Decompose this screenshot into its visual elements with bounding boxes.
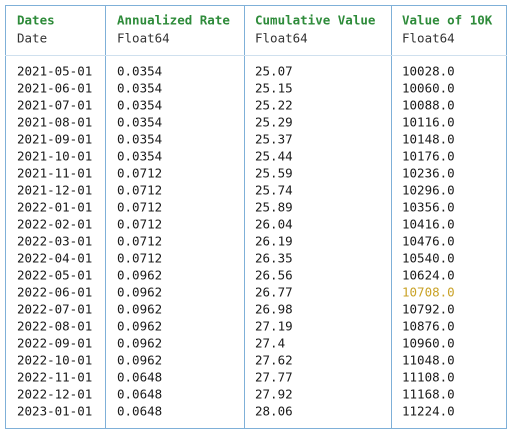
cell: 2022-08-01	[17, 319, 92, 334]
cell: 27.62	[255, 353, 293, 368]
cell: 26.04	[255, 217, 293, 232]
cell: 0.0648	[117, 387, 162, 402]
cell: 2022-03-01	[17, 234, 92, 249]
cell: 2021-09-01	[17, 132, 92, 147]
cell: 0.0962	[117, 268, 162, 283]
column-name: Annualized Rate	[117, 13, 230, 28]
cell: 26.98	[255, 302, 293, 317]
cell: 26.35	[255, 251, 293, 266]
cell: 10028.0	[402, 64, 455, 79]
cell: 2021-12-01	[17, 183, 92, 198]
cell: 10792.0	[402, 302, 455, 317]
cell: 25.89	[255, 200, 293, 215]
cell: 0.0712	[117, 217, 162, 232]
column-name: Dates	[17, 13, 55, 28]
cell: 10960.0	[402, 336, 455, 351]
cell: 2022-01-01	[17, 200, 92, 215]
cell: 10356.0	[402, 200, 455, 215]
cell: 11168.0	[402, 387, 455, 402]
cell: 25.59	[255, 166, 293, 181]
cell: 25.29	[255, 115, 293, 130]
cell: 10088.0	[402, 98, 455, 113]
cell: 2022-05-01	[17, 268, 92, 283]
cell: 10416.0	[402, 217, 455, 232]
cell: 25.07	[255, 64, 293, 79]
cell: 25.44	[255, 149, 293, 164]
cell: 25.22	[255, 98, 293, 113]
table-border	[5, 5, 507, 429]
cell: 0.0712	[117, 200, 162, 215]
cell: 0.0354	[117, 132, 162, 147]
cell: 25.74	[255, 183, 293, 198]
cell: 10876.0	[402, 319, 455, 334]
cell: 0.0354	[117, 81, 162, 96]
cell: 0.0354	[117, 115, 162, 130]
cell: 11048.0	[402, 353, 455, 368]
cell: 10708.0	[402, 285, 455, 300]
cell: 27.19	[255, 319, 293, 334]
cell: 10176.0	[402, 149, 455, 164]
column-type: Date	[17, 31, 47, 46]
cell: 2021-05-01	[17, 64, 92, 79]
column-type: Float64	[402, 31, 455, 46]
cell: 10116.0	[402, 115, 455, 130]
cell: 26.77	[255, 285, 293, 300]
cell: 11224.0	[402, 404, 455, 419]
cell: 0.0962	[117, 319, 162, 334]
cell: 0.0962	[117, 336, 162, 351]
column-name: Value of 10K	[402, 13, 493, 28]
cell: 27.92	[255, 387, 293, 402]
cell: 0.0962	[117, 302, 162, 317]
cell: 2021-06-01	[17, 81, 92, 96]
cell: 2021-10-01	[17, 149, 92, 164]
cell: 0.0712	[117, 166, 162, 181]
cell: 2021-11-01	[17, 166, 92, 181]
cell: 2022-07-01	[17, 302, 92, 317]
cell: 0.0354	[117, 149, 162, 164]
cell: 2022-02-01	[17, 217, 92, 232]
cell: 0.0354	[117, 64, 162, 79]
cell: 2022-11-01	[17, 370, 92, 385]
cell: 0.0962	[117, 353, 162, 368]
cell: 10540.0	[402, 251, 455, 266]
cell: 0.0962	[117, 285, 162, 300]
cell: 10296.0	[402, 183, 455, 198]
cell: 0.0648	[117, 370, 162, 385]
cell: 10060.0	[402, 81, 455, 96]
cell: 11108.0	[402, 370, 455, 385]
cell: 0.0712	[117, 183, 162, 198]
column-type: Float64	[255, 31, 308, 46]
cell: 2022-04-01	[17, 251, 92, 266]
cell: 10624.0	[402, 268, 455, 283]
cell: 25.37	[255, 132, 293, 147]
cell: 2022-10-01	[17, 353, 92, 368]
cell: 2022-09-01	[17, 336, 92, 351]
cell: 26.56	[255, 268, 293, 283]
cell: 27.4	[255, 336, 285, 351]
cell: 28.06	[255, 404, 293, 419]
cell: 2021-08-01	[17, 115, 92, 130]
cell: 0.0712	[117, 251, 162, 266]
column-type: Float64	[117, 31, 170, 46]
cell: 2022-06-01	[17, 285, 92, 300]
cell: 26.19	[255, 234, 293, 249]
cell: 0.0648	[117, 404, 162, 419]
cell: 2023-01-01	[17, 404, 92, 419]
cell: 10236.0	[402, 166, 455, 181]
cell: 0.0354	[117, 98, 162, 113]
cell: 10476.0	[402, 234, 455, 249]
cell: 10148.0	[402, 132, 455, 147]
column-name: Cumulative Value	[255, 13, 376, 28]
cell: 25.15	[255, 81, 293, 96]
cell: 2021-07-01	[17, 98, 92, 113]
cell: 0.0712	[117, 234, 162, 249]
cell: 2022-12-01	[17, 387, 92, 402]
cell: 27.77	[255, 370, 293, 385]
